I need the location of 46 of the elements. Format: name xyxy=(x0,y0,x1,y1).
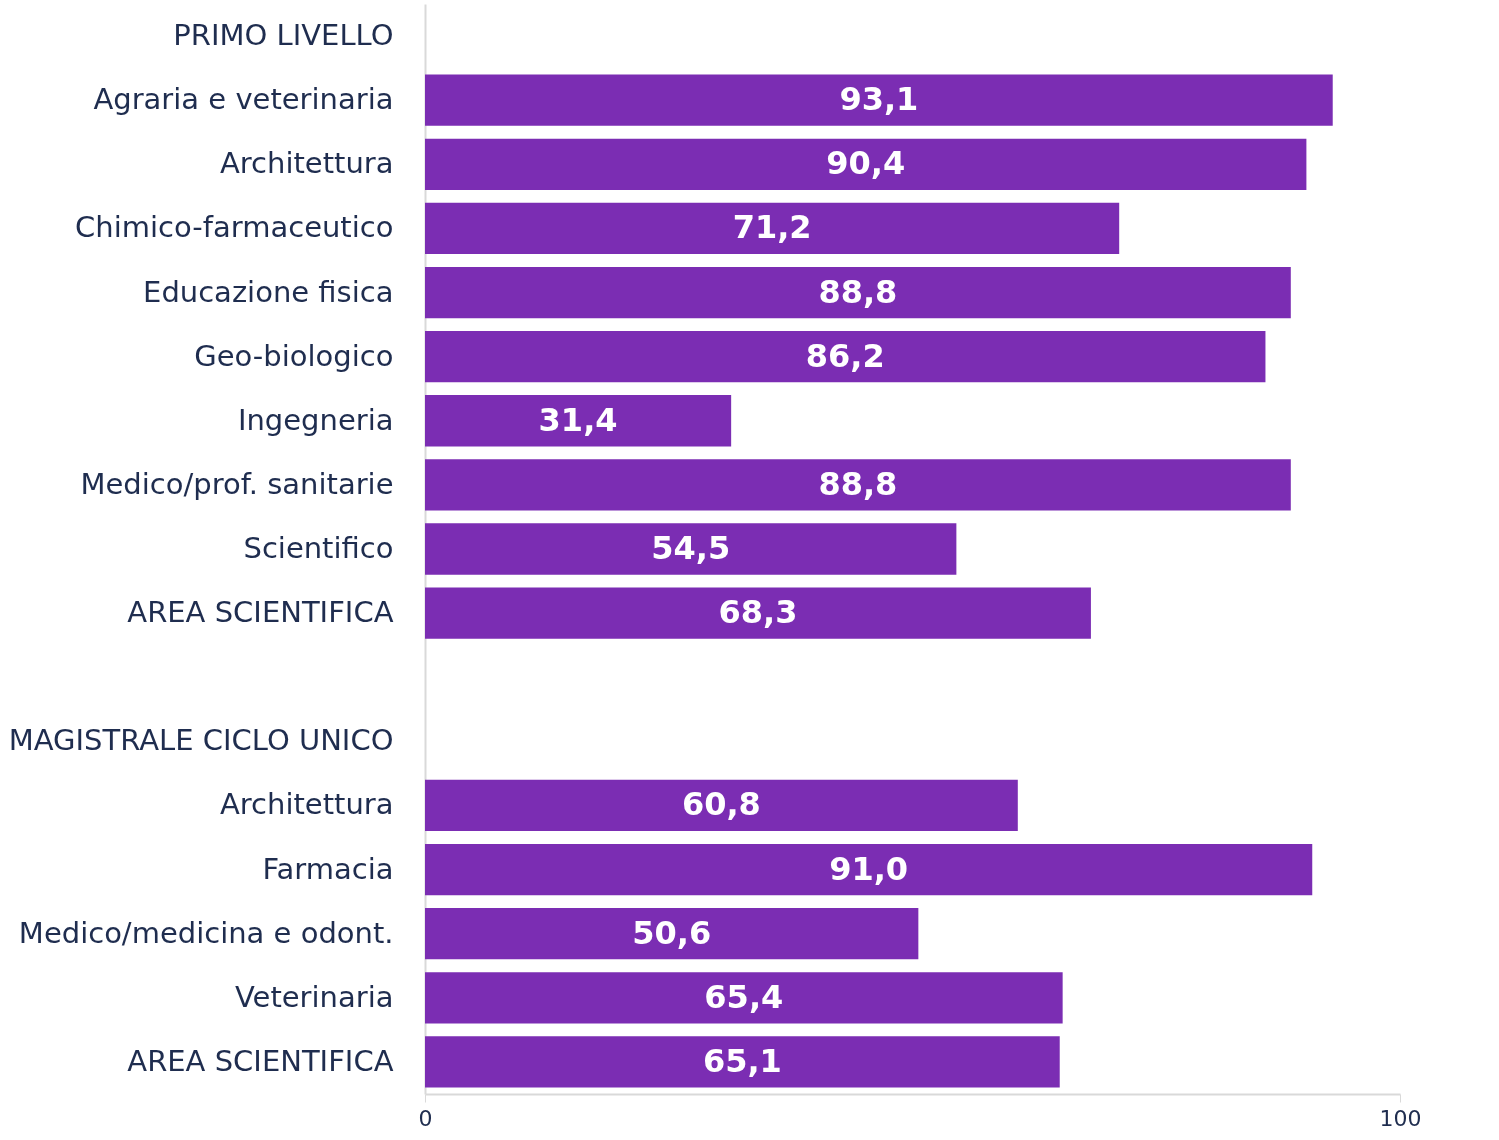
bar xyxy=(425,138,1307,190)
data-label: 90,4 xyxy=(826,144,906,183)
bar xyxy=(425,843,1313,896)
x-tick-label: 100 xyxy=(1379,1105,1422,1131)
bar xyxy=(425,266,1291,319)
x-tick-label: 0 xyxy=(418,1105,433,1131)
bar xyxy=(425,459,1291,511)
y-tick-label: Agraria e veterinaria xyxy=(93,82,394,117)
data-label: 60,8 xyxy=(681,785,761,824)
data-label: 50,6 xyxy=(632,913,712,952)
y-tick-label: AREA SCIENTIFICA xyxy=(127,1043,394,1078)
y-tick-label: Medico/prof. sanitarie xyxy=(80,466,394,501)
bar xyxy=(425,972,1063,1024)
data-label: 86,2 xyxy=(805,336,885,375)
y-tick-label: AREA SCIENTIFICA xyxy=(127,595,394,630)
y-tick-label: Educazione fisica xyxy=(143,274,394,309)
data-label: 93,1 xyxy=(839,80,919,119)
data-label: 71,2 xyxy=(732,208,812,247)
y-tick-label: Veterinaria xyxy=(234,979,394,1014)
y-tick-label: MAGISTRALE CICLO UNICO xyxy=(8,723,394,758)
y-tick-label: Medico/medicina e odont. xyxy=(18,915,394,950)
y-tick-label: Scientifico xyxy=(243,531,394,565)
bar xyxy=(425,587,1091,639)
bar xyxy=(425,395,732,447)
bar xyxy=(425,74,1333,126)
y-tick-label: Architettura xyxy=(219,146,394,181)
y-tick-label: PRIMO LIVELLO xyxy=(173,18,394,53)
data-label: 65,1 xyxy=(702,1041,782,1080)
data-label: 54,5 xyxy=(651,529,731,567)
data-label: 68,3 xyxy=(718,593,798,632)
bar xyxy=(425,331,1266,383)
bar xyxy=(425,523,957,575)
y-tick-label: Architettura xyxy=(219,787,394,822)
bar xyxy=(425,1036,1060,1088)
bar xyxy=(425,779,1018,832)
data-label: 91,0 xyxy=(829,849,909,888)
bar xyxy=(425,202,1120,255)
y-tick-label: Geo-biologico xyxy=(194,338,394,373)
data-label: 65,4 xyxy=(704,977,784,1016)
data-label: 88,8 xyxy=(818,272,898,311)
data-label: 31,4 xyxy=(538,400,618,439)
y-tick-label: Farmacia xyxy=(262,851,394,886)
data-label: 88,8 xyxy=(818,464,898,503)
y-tick-label: Ingegneria xyxy=(237,402,394,437)
bar xyxy=(425,908,919,960)
y-tick-label: Chimico-farmaceutico xyxy=(75,210,394,245)
